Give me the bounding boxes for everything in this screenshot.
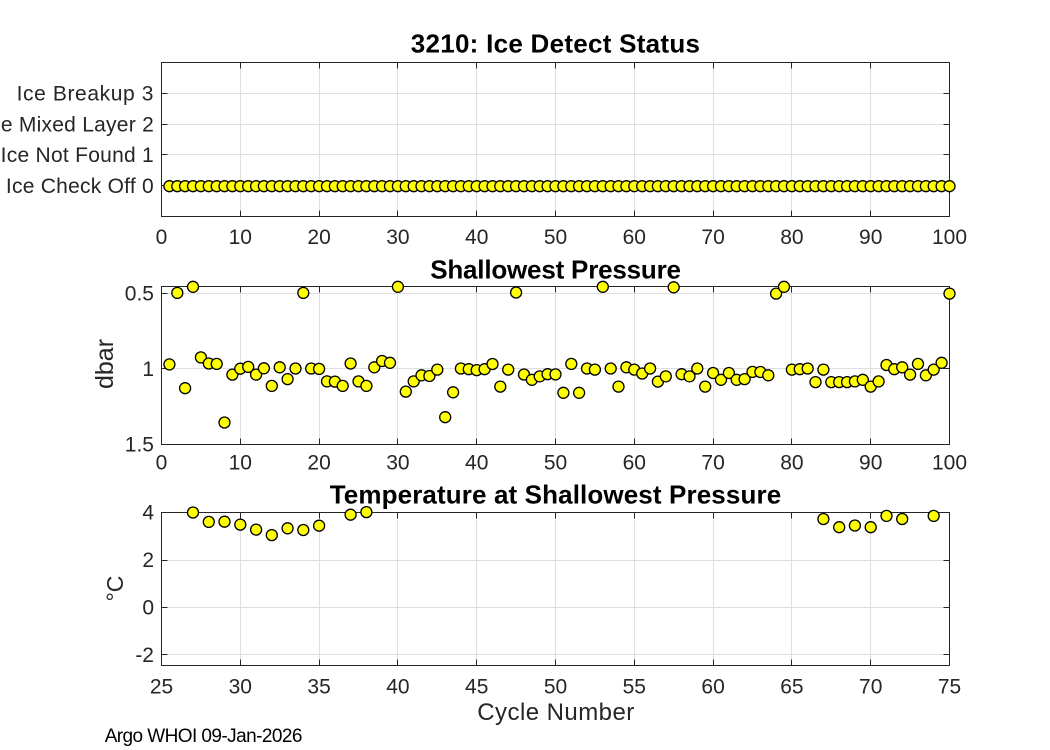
svg-text:100: 100 [932, 452, 967, 475]
svg-text:80: 80 [780, 452, 803, 475]
svg-text:-2: -2 [135, 644, 154, 667]
svg-text:20: 20 [307, 226, 330, 249]
svg-text:40: 40 [465, 452, 488, 475]
svg-text:0.5: 0.5 [125, 283, 154, 306]
svg-text:35: 35 [307, 675, 330, 698]
svg-text:70: 70 [701, 452, 724, 475]
svg-text:70: 70 [859, 675, 882, 698]
svg-text:60: 60 [623, 452, 646, 475]
svg-text:Ice Breakup 3: Ice Breakup 3 [17, 83, 154, 106]
svg-text:60: 60 [623, 226, 646, 249]
svg-text:30: 30 [386, 452, 409, 475]
svg-text:75: 75 [938, 675, 961, 698]
svg-text:Ice Mixed Layer 2: Ice Mixed Layer 2 [0, 113, 154, 136]
svg-text:65: 65 [780, 675, 803, 698]
svg-text:30: 30 [386, 226, 409, 249]
svg-text:Shallowest Pressure: Shallowest Pressure [430, 254, 681, 284]
svg-text:25: 25 [150, 675, 173, 698]
svg-text:10: 10 [229, 226, 252, 249]
svg-text:90: 90 [859, 226, 882, 249]
svg-text:55: 55 [623, 675, 646, 698]
svg-text:60: 60 [701, 675, 724, 698]
svg-text:80: 80 [780, 226, 803, 249]
svg-text:Argo WHOI 09-Jan-2026: Argo WHOI 09-Jan-2026 [105, 726, 302, 747]
svg-text:45: 45 [465, 675, 488, 698]
svg-text:50: 50 [544, 226, 567, 249]
svg-text:3210: Ice Detect Status: 3210: Ice Detect Status [411, 28, 700, 58]
svg-text:70: 70 [701, 226, 724, 249]
svg-text:Ice Not Found 1: Ice Not Found 1 [1, 144, 154, 167]
svg-text:40: 40 [386, 675, 409, 698]
svg-text:Temperature at Shallowest Pres: Temperature at Shallowest Pressure [330, 480, 782, 510]
svg-text:dbar: dbar [91, 339, 119, 389]
svg-text:Ice Check Off 0: Ice Check Off 0 [6, 175, 154, 198]
svg-text:4: 4 [142, 502, 154, 525]
svg-text:20: 20 [307, 452, 330, 475]
svg-text:90: 90 [859, 452, 882, 475]
svg-text:40: 40 [465, 226, 488, 249]
svg-text:10: 10 [229, 452, 252, 475]
svg-text:0: 0 [156, 452, 168, 475]
svg-text:°C: °C [102, 576, 128, 602]
svg-text:30: 30 [229, 675, 252, 698]
svg-text:1: 1 [142, 358, 154, 381]
svg-text:2: 2 [142, 549, 154, 572]
svg-text:50: 50 [544, 675, 567, 698]
svg-text:0: 0 [156, 226, 168, 249]
svg-text:Cycle Number: Cycle Number [477, 699, 634, 726]
svg-text:1.5: 1.5 [125, 434, 154, 457]
svg-text:100: 100 [932, 226, 967, 249]
svg-text:0: 0 [142, 597, 154, 620]
svg-text:50: 50 [544, 452, 567, 475]
